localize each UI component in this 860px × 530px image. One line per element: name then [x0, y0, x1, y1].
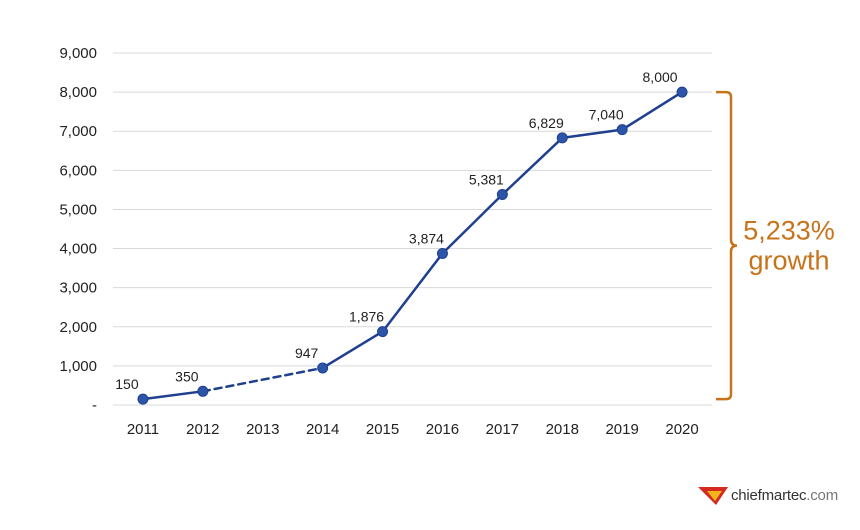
y-tick-label: 9,000 — [59, 45, 97, 62]
data-label: 350 — [175, 368, 199, 384]
logo-text: chiefmartec.com — [731, 487, 838, 504]
series-points — [137, 86, 688, 405]
y-axis-ticks: - 1,000 2,000 3,000 4,000 5,000 6,000 7,000 8,00… — [59, 45, 97, 414]
series-segment-dashed — [201, 366, 324, 393]
y-tick-label: 6,000 — [59, 162, 97, 179]
series-segment — [561, 128, 624, 140]
growth-bracket — [716, 90, 738, 401]
series-segment — [321, 330, 384, 370]
x-axis-ticks: 2011 2012 2013 2014 2015 2016 2017 2018 2019 2020 — [127, 421, 699, 438]
data-label: 6,829 — [529, 115, 564, 131]
x-tick-label: 2012 — [186, 421, 219, 438]
data-labels: 150 350 947 1,876 3,874 5,381 6,829 7,040 8,000 — [115, 69, 678, 392]
data-point — [496, 189, 508, 201]
x-tick-label: 2011 — [127, 421, 159, 438]
data-label: 947 — [295, 345, 319, 361]
y-tick-label: 1,000 — [59, 358, 97, 375]
data-label: 1,876 — [349, 309, 384, 325]
y-tick-label: 8,000 — [59, 84, 97, 101]
series-segment — [441, 193, 504, 255]
y-tick-label: - — [92, 397, 97, 414]
x-tick-label: 2014 — [306, 421, 339, 438]
y-tick-label: 2,000 — [59, 319, 97, 336]
logo-tld: .com — [806, 486, 838, 504]
x-tick-label: 2018 — [546, 421, 579, 438]
x-tick-label: 2017 — [486, 421, 519, 438]
y-tick-label: 7,000 — [59, 123, 97, 140]
y-tick-label: 4,000 — [59, 241, 97, 258]
x-tick-label: 2019 — [605, 421, 638, 438]
growth-label: growth — [748, 246, 829, 276]
data-point — [137, 393, 149, 405]
y-tick-label: 3,000 — [59, 280, 97, 297]
growth-annotation: 5,233% growth — [716, 90, 835, 401]
series-segment — [381, 252, 444, 333]
data-point — [197, 385, 209, 397]
series-line — [141, 90, 684, 401]
data-label: 7,040 — [589, 107, 624, 123]
data-label: 3,874 — [409, 230, 444, 246]
x-tick-label: 2016 — [426, 421, 459, 438]
x-tick-label: 2013 — [246, 421, 279, 438]
growth-percent: 5,233% — [743, 216, 835, 246]
data-point — [556, 132, 568, 144]
series-segment — [501, 136, 564, 196]
data-point — [616, 124, 628, 136]
series-segment — [141, 390, 205, 401]
logo-brand: chiefmartec — [730, 486, 807, 504]
data-point — [377, 326, 389, 338]
data-point — [317, 362, 329, 374]
data-point — [676, 86, 688, 98]
chiefmartec-logo: chiefmartec.com — [697, 482, 838, 508]
x-tick-label: 2015 — [366, 421, 399, 438]
series-segment — [620, 90, 684, 131]
data-label: 5,381 — [469, 172, 504, 188]
data-label: 150 — [115, 376, 139, 392]
y-tick-label: 5,000 — [59, 201, 97, 218]
data-label: 8,000 — [643, 69, 678, 85]
data-point — [436, 247, 448, 259]
gridlines — [113, 52, 712, 406]
x-tick-label: 2020 — [665, 421, 698, 438]
chiefmartec-logo-icon — [697, 487, 728, 505]
